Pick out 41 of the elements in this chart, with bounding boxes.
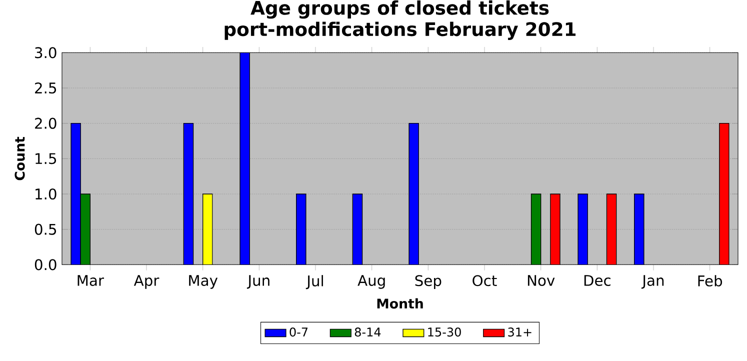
legend-label: 31+ [508, 328, 532, 337]
bar [202, 194, 213, 265]
chart-subtitle: port-modifications February 2021 [224, 22, 576, 40]
y-tick-label: 2.5 [35, 82, 56, 94]
bar [719, 123, 730, 265]
bar [530, 194, 542, 265]
bar [80, 194, 90, 265]
x-tick-label: Feb [698, 275, 722, 286]
bar [183, 123, 194, 265]
chart-title: Age groups of closed tickets [250, 0, 549, 19]
legend-label: 0-7 [290, 328, 308, 337]
y-tick-label: 0.5 [34, 224, 56, 235]
bar [550, 194, 560, 265]
x-tick-label: Jan [641, 275, 664, 289]
bar [408, 123, 419, 265]
x-tick-label: Apr [134, 275, 160, 289]
legend-label: 15-30 [428, 328, 461, 337]
bar [296, 194, 306, 265]
bar [70, 123, 81, 265]
y-tick-label: 0.0 [34, 259, 56, 270]
x-tick-label: Jun [246, 275, 270, 289]
y-axis-title: Count [14, 136, 25, 180]
legend-label: 8-14 [354, 328, 381, 337]
x-tick-label: Oct [472, 275, 497, 286]
x-tick-label: Dec [584, 275, 610, 286]
bar [634, 194, 644, 265]
bar [578, 194, 588, 265]
x-tick-label: Sep [415, 275, 442, 290]
y-tick-label: 1.5 [36, 153, 56, 164]
x-tick-label: Mar [78, 275, 104, 286]
x-tick-label: Jul [306, 275, 323, 290]
x-tick-label: Aug [358, 275, 385, 289]
x-tick-label: May [189, 275, 218, 289]
bar [352, 194, 363, 265]
x-axis-title: Month [377, 298, 423, 309]
y-tick-label: 3.0 [35, 47, 56, 58]
bar [240, 52, 250, 265]
y-tick-label: 2.0 [35, 118, 56, 129]
y-tick-label: 1.0 [36, 188, 56, 200]
bar [606, 194, 617, 265]
x-tick-label: Nov [528, 275, 555, 286]
